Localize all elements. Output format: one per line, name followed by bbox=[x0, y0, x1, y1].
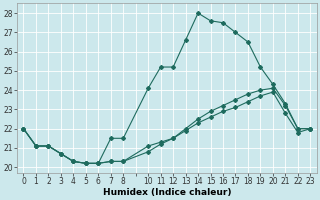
X-axis label: Humidex (Indice chaleur): Humidex (Indice chaleur) bbox=[103, 188, 231, 197]
